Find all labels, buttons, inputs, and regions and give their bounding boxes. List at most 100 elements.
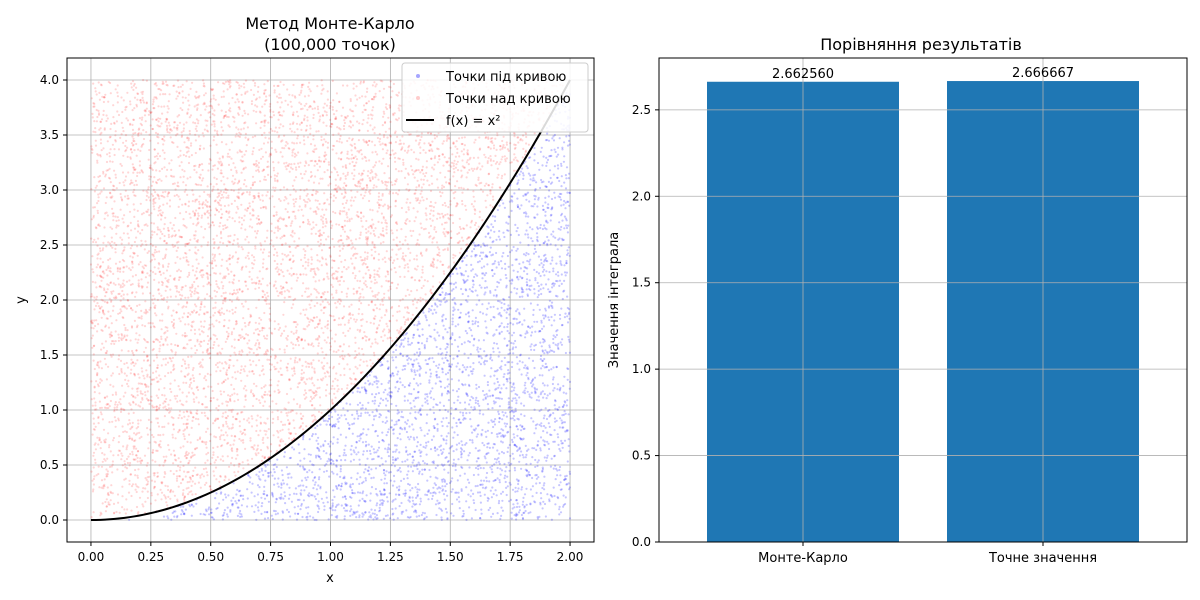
point-below-curve — [524, 456, 527, 459]
point-above-curve — [328, 175, 331, 178]
point-above-curve — [172, 417, 175, 420]
point-below-curve — [413, 371, 416, 374]
point-below-curve — [539, 449, 542, 452]
point-below-curve — [547, 316, 550, 319]
point-below-curve — [427, 440, 430, 443]
point-above-curve — [121, 199, 124, 202]
point-above-curve — [346, 171, 349, 174]
point-below-curve — [519, 437, 522, 440]
point-above-curve — [133, 96, 137, 99]
point-below-curve — [475, 387, 478, 390]
point-below-curve — [388, 410, 391, 413]
point-above-curve — [372, 223, 375, 226]
point-below-curve — [410, 465, 413, 468]
point-above-curve — [276, 254, 279, 257]
point-above-curve — [105, 498, 108, 501]
point-above-curve — [157, 120, 160, 123]
point-above-curve — [105, 119, 108, 123]
point-below-curve — [435, 376, 439, 379]
point-above-curve — [233, 120, 236, 123]
point-above-curve — [304, 160, 307, 163]
point-below-curve — [411, 499, 414, 502]
point-above-curve — [165, 175, 168, 178]
point-above-curve — [274, 148, 277, 151]
point-above-curve — [269, 242, 272, 245]
point-below-curve — [508, 340, 511, 343]
point-above-curve — [257, 196, 261, 199]
point-above-curve — [298, 237, 301, 240]
point-below-curve — [477, 449, 480, 452]
point-above-curve — [111, 309, 115, 312]
point-below-curve — [552, 341, 555, 345]
point-below-curve — [398, 419, 401, 422]
point-above-curve — [163, 139, 166, 142]
point-above-curve — [371, 176, 374, 179]
point-below-curve — [428, 429, 431, 432]
point-above-curve — [162, 464, 165, 467]
point-below-curve — [428, 379, 431, 382]
point-above-curve — [419, 192, 422, 195]
point-below-curve — [533, 159, 536, 162]
point-below-curve — [358, 434, 361, 438]
point-above-curve — [158, 155, 162, 158]
point-above-curve — [192, 193, 195, 196]
point-below-curve — [400, 510, 403, 514]
point-above-curve — [206, 211, 209, 214]
point-below-curve — [452, 417, 455, 420]
point-above-curve — [99, 511, 102, 514]
point-above-curve — [160, 498, 163, 501]
point-above-curve — [350, 257, 353, 260]
point-above-curve — [176, 475, 179, 478]
point-above-curve — [454, 205, 458, 208]
point-below-curve — [536, 236, 539, 239]
point-above-curve — [472, 156, 475, 159]
point-below-curve — [446, 494, 449, 497]
point-above-curve — [108, 405, 111, 408]
point-above-curve — [328, 392, 331, 395]
point-above-curve — [252, 79, 255, 82]
point-below-curve — [387, 428, 390, 431]
point-above-curve — [172, 224, 175, 227]
point-above-curve — [236, 296, 239, 299]
point-above-curve — [291, 229, 294, 232]
point-below-curve — [311, 434, 314, 438]
point-below-curve — [518, 396, 521, 399]
point-above-curve — [121, 305, 124, 308]
point-below-curve — [511, 348, 514, 351]
point-above-curve — [330, 226, 333, 230]
point-above-curve — [254, 162, 257, 165]
point-above-curve — [298, 406, 301, 409]
point-below-curve — [467, 312, 470, 315]
point-below-curve — [558, 484, 561, 487]
point-below-curve — [436, 305, 439, 308]
point-below-curve — [188, 503, 191, 506]
point-above-curve — [189, 144, 193, 147]
point-above-curve — [168, 205, 172, 208]
point-below-curve — [317, 478, 321, 481]
point-above-curve — [460, 169, 463, 172]
point-below-curve — [526, 371, 529, 375]
point-above-curve — [371, 177, 374, 180]
point-above-curve — [382, 157, 385, 160]
point-above-curve — [337, 323, 340, 326]
point-below-curve — [406, 516, 409, 519]
point-above-curve — [215, 337, 219, 341]
point-above-curve — [106, 153, 109, 156]
point-above-curve — [142, 487, 145, 490]
point-above-curve — [447, 169, 450, 173]
point-above-curve — [230, 270, 233, 273]
point-above-curve — [366, 121, 369, 124]
point-above-curve — [262, 335, 266, 338]
point-above-curve — [379, 303, 382, 306]
point-below-curve — [520, 288, 524, 291]
point-above-curve — [133, 140, 136, 143]
point-above-curve — [385, 310, 388, 313]
point-above-curve — [252, 146, 255, 150]
point-above-curve — [426, 179, 429, 182]
point-below-curve — [246, 488, 249, 491]
point-below-curve — [498, 397, 501, 400]
point-below-curve — [520, 402, 523, 405]
point-above-curve — [122, 395, 125, 398]
point-above-curve — [244, 398, 247, 401]
point-below-curve — [536, 161, 540, 165]
